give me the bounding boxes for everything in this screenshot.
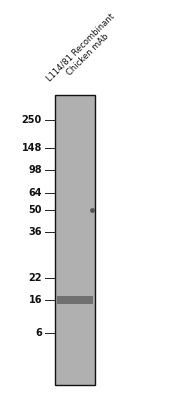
Text: L114/81 Recombinant
Chicken mAb: L114/81 Recombinant Chicken mAb [44,11,123,90]
Text: 16: 16 [29,295,42,305]
Text: 250: 250 [22,115,42,125]
Text: 98: 98 [28,165,42,175]
Bar [57,296,93,304]
Text: 22: 22 [29,273,42,283]
Text: 64: 64 [29,188,42,198]
Text: 148: 148 [22,143,42,153]
Text: 6: 6 [35,328,42,338]
Bar [55,95,95,385]
Text: 36: 36 [29,227,42,237]
Text: 50: 50 [29,205,42,215]
